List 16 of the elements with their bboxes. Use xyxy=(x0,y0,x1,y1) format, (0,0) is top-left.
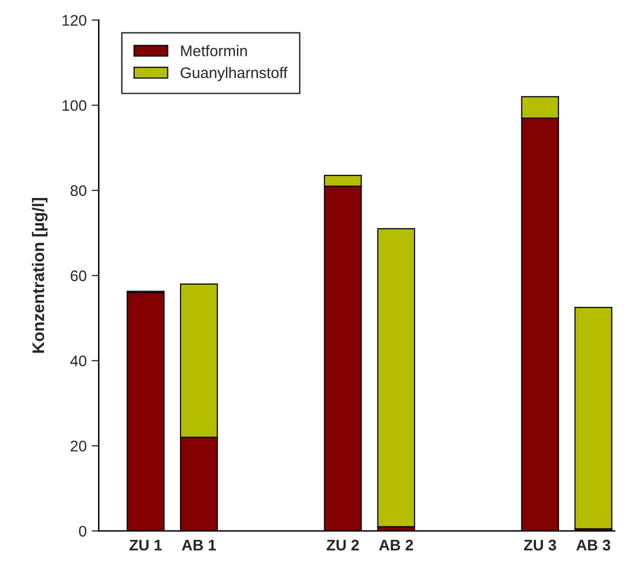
y-tick-label: 40 xyxy=(70,356,86,366)
legend-label: Guanylharnstoff xyxy=(180,66,288,82)
x-tick-label: AB 2 xyxy=(379,540,413,550)
legend-label: Metformin xyxy=(181,45,247,56)
x-tick-label: AB 1 xyxy=(182,540,216,550)
y-tick-label: 100 xyxy=(62,100,86,111)
x-tick-label: ZU 2 xyxy=(326,540,359,551)
x-tick-label: ZU 3 xyxy=(524,540,556,551)
y-tick-label: 0 xyxy=(79,526,86,537)
y-tick-label: 60 xyxy=(70,270,86,282)
x-tick-label: ZU 1 xyxy=(130,540,162,551)
y-tick-label: 120 xyxy=(62,14,86,26)
y-axis-title: Konzentration [µg/l] xyxy=(32,198,48,353)
y-tick-label: 80 xyxy=(70,185,86,196)
x-tick-label: AB 3 xyxy=(576,540,610,551)
y-tick-label: 20 xyxy=(70,440,86,452)
